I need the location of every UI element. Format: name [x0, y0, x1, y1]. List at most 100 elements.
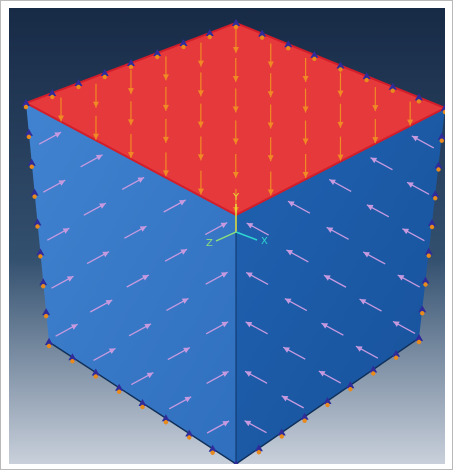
left-face-arrow [121, 176, 145, 190]
bc-marker [346, 381, 355, 392]
pressure-arrow [267, 137, 274, 162]
left-face-arrow [47, 227, 70, 241]
right-face-arrow [244, 420, 267, 434]
pressure-arrow [337, 103, 344, 128]
right-face-arrow [282, 346, 306, 360]
pressure-arrow [162, 152, 169, 177]
cube-left-face[interactable] [26, 103, 236, 464]
pressure-arrow [127, 134, 134, 159]
right-face-arrow [246, 222, 269, 236]
right-face-arrow [411, 135, 435, 149]
bc-marker [153, 49, 162, 60]
bc-marker [424, 247, 433, 258]
boundary-condition-markers [22, 19, 445, 464]
bc-marker [388, 82, 397, 93]
bc-marker [48, 89, 57, 100]
pressure-arrow [267, 171, 274, 196]
right-face-arrow [326, 226, 349, 240]
pressure-arrow [197, 42, 204, 67]
bc-marker [232, 19, 240, 30]
pressure-arrow [232, 153, 239, 178]
pressure-arrow [232, 88, 239, 113]
model-viewport[interactable]: Y X Z [9, 8, 445, 464]
pressure-arrow [92, 83, 99, 108]
pressure-arrow [267, 73, 274, 98]
bc-marker [68, 353, 77, 364]
y-axis-label: Y [232, 192, 240, 203]
right-face-arrow [284, 297, 308, 312]
pressure-arrow [197, 72, 204, 97]
left-face-arrow [168, 396, 192, 410]
viewport-canvas[interactable]: Y X Z [9, 8, 445, 464]
left-face-arrow [163, 199, 187, 213]
bc-marker [369, 365, 378, 376]
left-face-arrow [167, 347, 191, 361]
bc-marker [414, 93, 423, 104]
left-face-arrow [205, 271, 229, 285]
bc-marker [441, 104, 445, 115]
bc-marker [310, 50, 319, 62]
bc-marker [437, 132, 445, 143]
bc-marker [434, 161, 443, 172]
cube-bottom-edges [48, 337, 420, 464]
right-face-arrow [328, 178, 352, 193]
left-face-arrow [131, 372, 154, 386]
bc-marker [300, 412, 309, 423]
bc-marker [115, 383, 124, 394]
pressure-arrow [197, 170, 204, 195]
left-face-arrow [205, 321, 229, 335]
pressure-arrow [232, 57, 239, 82]
bc-marker [36, 248, 45, 259]
bc-marker [284, 40, 293, 51]
pressure-arrow [197, 103, 204, 128]
pressure-arrow [302, 88, 309, 113]
bc-marker [39, 278, 48, 289]
pressure-arrow [302, 120, 309, 145]
bc-marker [42, 308, 51, 319]
right-face-arrow [370, 157, 393, 171]
left-face-arrow [89, 299, 113, 313]
bc-marker [30, 188, 39, 199]
pressure-arrow [92, 115, 99, 140]
x-axis-label: X [261, 236, 268, 247]
pressure-arrow [407, 101, 414, 126]
bc-marker [185, 429, 194, 440]
bc-marker [100, 69, 109, 80]
pressure-arrow [372, 87, 379, 112]
right-face-arrow [318, 370, 342, 384]
pressure-arrow [232, 28, 239, 53]
right-face-arrow [402, 228, 425, 242]
left-face-arrow [80, 154, 103, 168]
right-face-arrow [245, 271, 269, 286]
right-face-arrow [355, 345, 379, 359]
right-face-arrow [245, 321, 268, 335]
pressure-arrow [127, 101, 134, 126]
left-face-load-arrows [38, 131, 230, 434]
x-axis-line [235, 231, 258, 241]
pressure-arrow [372, 119, 379, 144]
cube-right-face[interactable] [236, 108, 445, 464]
bc-marker [208, 444, 217, 455]
pressure-arrow [337, 136, 344, 161]
right-face-arrow [321, 322, 344, 336]
pressure-arrow [162, 118, 169, 143]
bc-marker [45, 338, 53, 349]
right-face-arrow [392, 320, 416, 334]
pressure-arrow [162, 86, 169, 111]
bc-marker [179, 39, 188, 50]
right-face-arrow [244, 370, 268, 384]
bc-marker [161, 414, 170, 425]
right-face-arrow [397, 274, 421, 288]
z-axis-label: Z [206, 238, 213, 249]
bc-marker [33, 218, 42, 229]
pressure-arrow [232, 120, 239, 145]
bc-marker [24, 128, 33, 140]
bc-marker [91, 368, 100, 379]
left-face-arrow [42, 179, 66, 193]
pressure-arrow [267, 43, 274, 68]
bc-marker [428, 219, 436, 230]
bc-marker [421, 276, 430, 287]
right-face-arrow [366, 204, 390, 218]
bc-marker [27, 158, 36, 169]
